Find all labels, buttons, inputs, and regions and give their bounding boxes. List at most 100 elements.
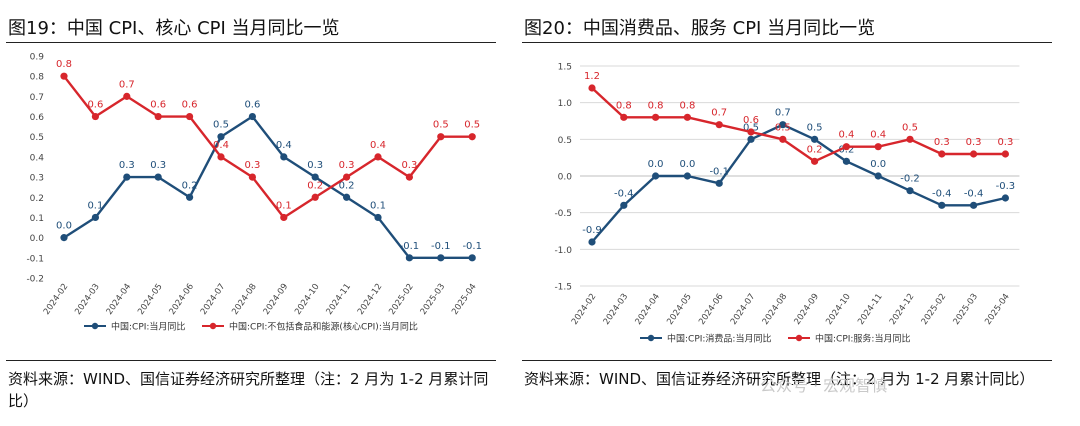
data-label: 0.7 bbox=[711, 108, 727, 119]
data-label: 0.0 bbox=[870, 159, 886, 170]
data-point bbox=[938, 150, 946, 158]
data-point bbox=[683, 113, 691, 121]
data-label: -0.1 bbox=[400, 241, 420, 252]
data-point bbox=[811, 135, 819, 143]
data-label: 0.8 bbox=[648, 100, 664, 111]
x-tick-label: 2024-06 bbox=[167, 282, 196, 317]
data-label: 0.2 bbox=[182, 180, 198, 191]
data-label: 0.0 bbox=[679, 159, 695, 170]
data-point bbox=[154, 173, 162, 181]
x-tick-label: 2025-02 bbox=[387, 282, 416, 317]
source-rule bbox=[522, 360, 1052, 361]
cpi-core-cpi-chart: 0.90.80.70.60.50.40.30.20.10.0-0.1-0.220… bbox=[26, 53, 482, 333]
data-point bbox=[405, 173, 413, 181]
data-point bbox=[468, 254, 476, 262]
data-label: 0.3 bbox=[244, 160, 260, 171]
y-tick-label: -0.5 bbox=[554, 209, 572, 219]
data-point bbox=[970, 150, 978, 158]
data-label: 0.8 bbox=[616, 100, 632, 111]
data-point bbox=[91, 213, 99, 222]
data-label: 0.5 bbox=[743, 122, 759, 133]
legend-label: 中国:CPI:不包括食品和能源(核心CPI):当月同比 bbox=[229, 321, 418, 333]
x-tick-label: 2024-08 bbox=[230, 282, 259, 317]
data-label: 0.6 bbox=[244, 100, 260, 111]
data-point bbox=[405, 254, 413, 262]
data-label: 0.7 bbox=[775, 108, 791, 119]
source-rule bbox=[6, 360, 496, 361]
data-point bbox=[60, 234, 68, 242]
data-point bbox=[842, 143, 850, 151]
data-label: 0.6 bbox=[743, 115, 759, 126]
data-point bbox=[588, 84, 596, 92]
x-tick-label: 2024-11 bbox=[324, 282, 353, 317]
figure-title: 图19：中国 CPI、核心 CPI 当月同比一览 bbox=[8, 18, 340, 39]
y-tick-label: -0.1 bbox=[26, 254, 44, 264]
y-tick-label: 0.4 bbox=[30, 153, 45, 163]
data-point bbox=[123, 173, 131, 181]
data-point bbox=[842, 157, 850, 165]
data-label: -0.1 bbox=[462, 241, 482, 252]
y-tick-label: -1.0 bbox=[554, 246, 572, 256]
data-point bbox=[906, 187, 914, 195]
y-tick-label: 0.2 bbox=[30, 194, 44, 204]
data-label: 0.0 bbox=[56, 221, 72, 232]
y-tick-label: 1.0 bbox=[558, 99, 573, 109]
data-point bbox=[652, 172, 660, 180]
y-tick-label: 0.6 bbox=[30, 113, 45, 123]
data-point bbox=[343, 193, 351, 201]
data-point bbox=[186, 193, 194, 201]
data-point bbox=[248, 112, 256, 121]
data-label: 0.1 bbox=[276, 200, 292, 211]
series-line bbox=[591, 123, 1006, 243]
data-point bbox=[620, 201, 628, 209]
x-tick-label: 2024-12 bbox=[356, 282, 385, 317]
data-label: 0.3 bbox=[307, 160, 323, 171]
data-label: 0.4 bbox=[838, 130, 854, 141]
x-tick-label: 2024-05 bbox=[136, 282, 165, 317]
y-tick-label: 0.1 bbox=[30, 214, 44, 224]
left-figure-panel: 图19：中国 CPI、核心 CPI 当月同比一览 0.9 0.8 0.7 0.6 0.5… bbox=[6, 0, 496, 426]
x-tick-label: 2024-10 bbox=[293, 282, 322, 317]
data-label: 0.3 bbox=[119, 160, 135, 171]
data-label: 0.1 bbox=[370, 200, 386, 211]
data-point bbox=[1001, 150, 1009, 158]
data-label: 0.7 bbox=[119, 79, 135, 90]
x-tick-label: 2024-02 bbox=[570, 292, 599, 327]
data-point bbox=[970, 201, 978, 209]
data-label: -0.4 bbox=[932, 188, 952, 199]
data-point bbox=[811, 157, 819, 165]
data-point bbox=[60, 72, 68, 80]
legend-label: 中国:CPI:服务:当月同比 bbox=[815, 333, 910, 345]
data-point bbox=[715, 179, 723, 187]
data-label: 0.3 bbox=[966, 137, 982, 148]
data-label: 0.4 bbox=[213, 140, 229, 151]
y-tick-label: 0.8 bbox=[30, 73, 45, 83]
title-rule bbox=[6, 42, 496, 43]
y-tick-label: 0.0 bbox=[30, 234, 45, 244]
data-label: 0.3 bbox=[997, 137, 1013, 148]
x-tick-label: 2024-09 bbox=[262, 282, 291, 317]
data-label: 0.2 bbox=[339, 180, 355, 191]
x-tick-label: 2024-12 bbox=[888, 292, 917, 327]
data-label: 0.5 bbox=[213, 120, 229, 131]
data-label: -0.4 bbox=[614, 188, 634, 199]
legend-swatch-marker bbox=[647, 334, 655, 342]
data-label: 0.1 bbox=[87, 200, 103, 211]
data-point bbox=[715, 121, 723, 129]
y-tick-label: -0.2 bbox=[26, 275, 44, 285]
title-rule bbox=[522, 42, 1052, 43]
data-label: -0.9 bbox=[582, 225, 602, 236]
data-point bbox=[1001, 194, 1009, 202]
data-point bbox=[468, 133, 476, 141]
x-tick-label: 2024-11 bbox=[856, 292, 885, 327]
data-point bbox=[683, 172, 691, 180]
data-label: 0.3 bbox=[934, 137, 950, 148]
data-label: 0.6 bbox=[150, 100, 166, 111]
data-point bbox=[154, 112, 162, 121]
data-point bbox=[343, 173, 351, 181]
data-point bbox=[311, 173, 319, 181]
source-note: 资料来源：WIND、国信证券经济研究所整理（注：2 月为 1-2 月累计同比） bbox=[8, 370, 489, 410]
data-label: 0.5 bbox=[464, 120, 480, 131]
legend-label: 中国:CPI:当月同比 bbox=[111, 321, 185, 333]
data-point bbox=[779, 121, 787, 129]
